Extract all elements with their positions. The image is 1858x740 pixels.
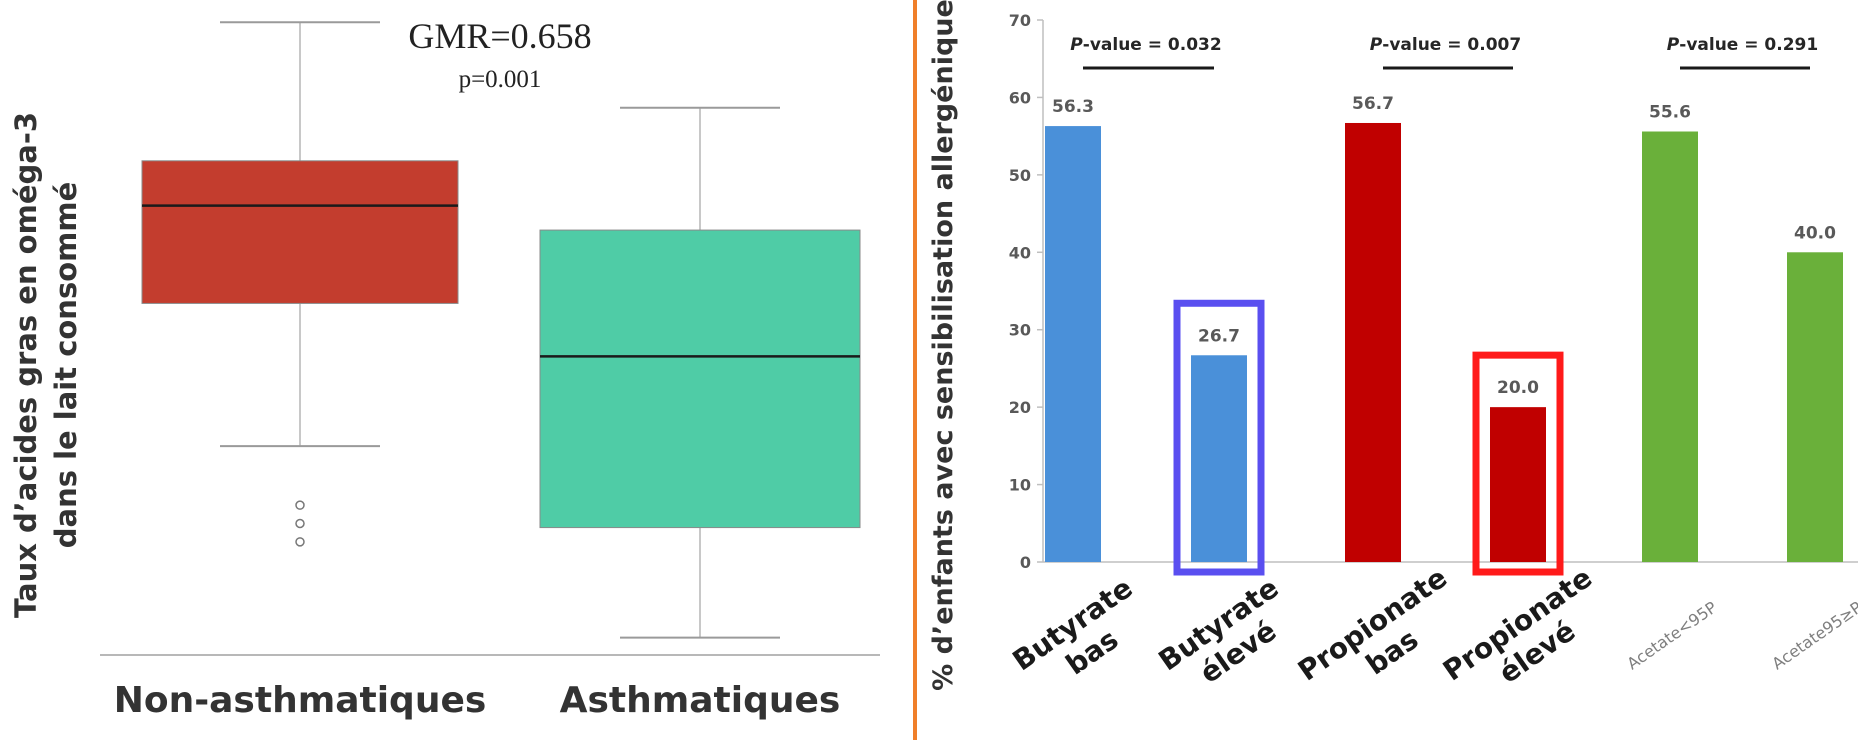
y-tick-label: 70 (1009, 11, 1031, 30)
bar-6 (1787, 252, 1843, 563)
bar-value-label: 20.0 (1497, 378, 1539, 398)
box-group-1 (141, 21, 459, 547)
bar-1 (1045, 126, 1101, 562)
bar-category-label: Acetate<95P (1623, 597, 1720, 673)
bar-category-label: Butyrateélevé (1153, 571, 1304, 705)
boxplot-y-axis-label: Taux d’acides gras en oméga-3 dans le lai… (9, 112, 83, 618)
panel-divider (913, 0, 917, 740)
y-tick-label: 50 (1009, 166, 1031, 185)
pvalue-label-p: P (1070, 35, 1083, 55)
highlight-frame (1173, 299, 1265, 576)
bar-3 (1345, 122, 1401, 562)
bar-value-label: 40.0 (1794, 223, 1836, 243)
y-tick-label: 10 (1009, 476, 1031, 495)
pvalue-label-text: -value = 0.032 (1083, 35, 1222, 55)
box-group-2 (539, 106, 861, 639)
bar-category-label: Acetate95≥P (1768, 597, 1858, 673)
boxplot-y-axis-label-line: dans le lait consommé (49, 182, 83, 549)
barchart-panel: 0 10 20 30 40 50 60 70 % d’enfants avec sensibil… (918, 0, 1858, 740)
bar-5 (1642, 131, 1698, 563)
y-tick-label: 40 (1009, 243, 1031, 262)
y-tick-label: 20 (1009, 398, 1031, 417)
pvalue-label-p: P (1667, 35, 1680, 55)
y-tick-label: 0 (1020, 553, 1031, 572)
bar-4 (1490, 407, 1546, 562)
y-tick-label: 30 (1009, 321, 1031, 340)
outlier-point (295, 537, 305, 547)
bar-y-axis-label: % d’enfants avec sensibilisation allergé… (928, 0, 959, 691)
bar-category-label: Propionatebas (1292, 561, 1473, 715)
y-tick-label: 60 (1009, 88, 1031, 107)
bar-value-label: 56.7 (1352, 94, 1394, 114)
bar-value-label: 55.6 (1649, 102, 1691, 122)
pvalue-label: P-value = 0.032 (1070, 35, 1221, 55)
p-annotation: p=0.001 (459, 66, 542, 93)
bar-chart: 0 10 20 30 40 50 60 70 % d’enfants avec sensibil… (928, 0, 1858, 715)
outlier-point (295, 518, 305, 529)
boxplot-category-label: Non-asthmatiques (114, 680, 487, 721)
bar-value-label: 56.3 (1052, 97, 1094, 117)
pvalue-label: P-value = 0.007 (1370, 35, 1521, 55)
bar-2 (1191, 355, 1247, 562)
highlight-frame (1472, 351, 1564, 576)
pvalue-label-text: -value = 0.007 (1382, 35, 1521, 55)
boxplot-chart: Taux d’acides gras en oméga-3 dans le lai… (9, 16, 880, 721)
gmr-annotation: GMR=0.658 (408, 16, 591, 56)
bar-value-label: 26.7 (1198, 326, 1240, 346)
pvalue-label: P-value = 0.291 (1667, 35, 1818, 55)
boxplot-y-axis-label-line: Taux d’acides gras en oméga-3 (9, 112, 43, 618)
box-iqr (539, 229, 861, 529)
box-iqr (141, 160, 459, 304)
boxplot-panel: Taux d’acides gras en oméga-3 dans le lai… (0, 0, 912, 740)
bar-category-label-line: Acetate95≥P (1768, 597, 1858, 673)
pvalue-label-p: P (1370, 35, 1383, 55)
pvalue-label-text: -value = 0.291 (1679, 35, 1818, 55)
bar-category-label: Butyratebas (1007, 571, 1158, 705)
outlier-point (295, 500, 305, 510)
bar-category-label: Propionateélevé (1437, 561, 1618, 715)
bar-category-label-line: Acetate<95P (1623, 597, 1720, 673)
boxplot-category-label: Asthmatiques (560, 680, 841, 721)
